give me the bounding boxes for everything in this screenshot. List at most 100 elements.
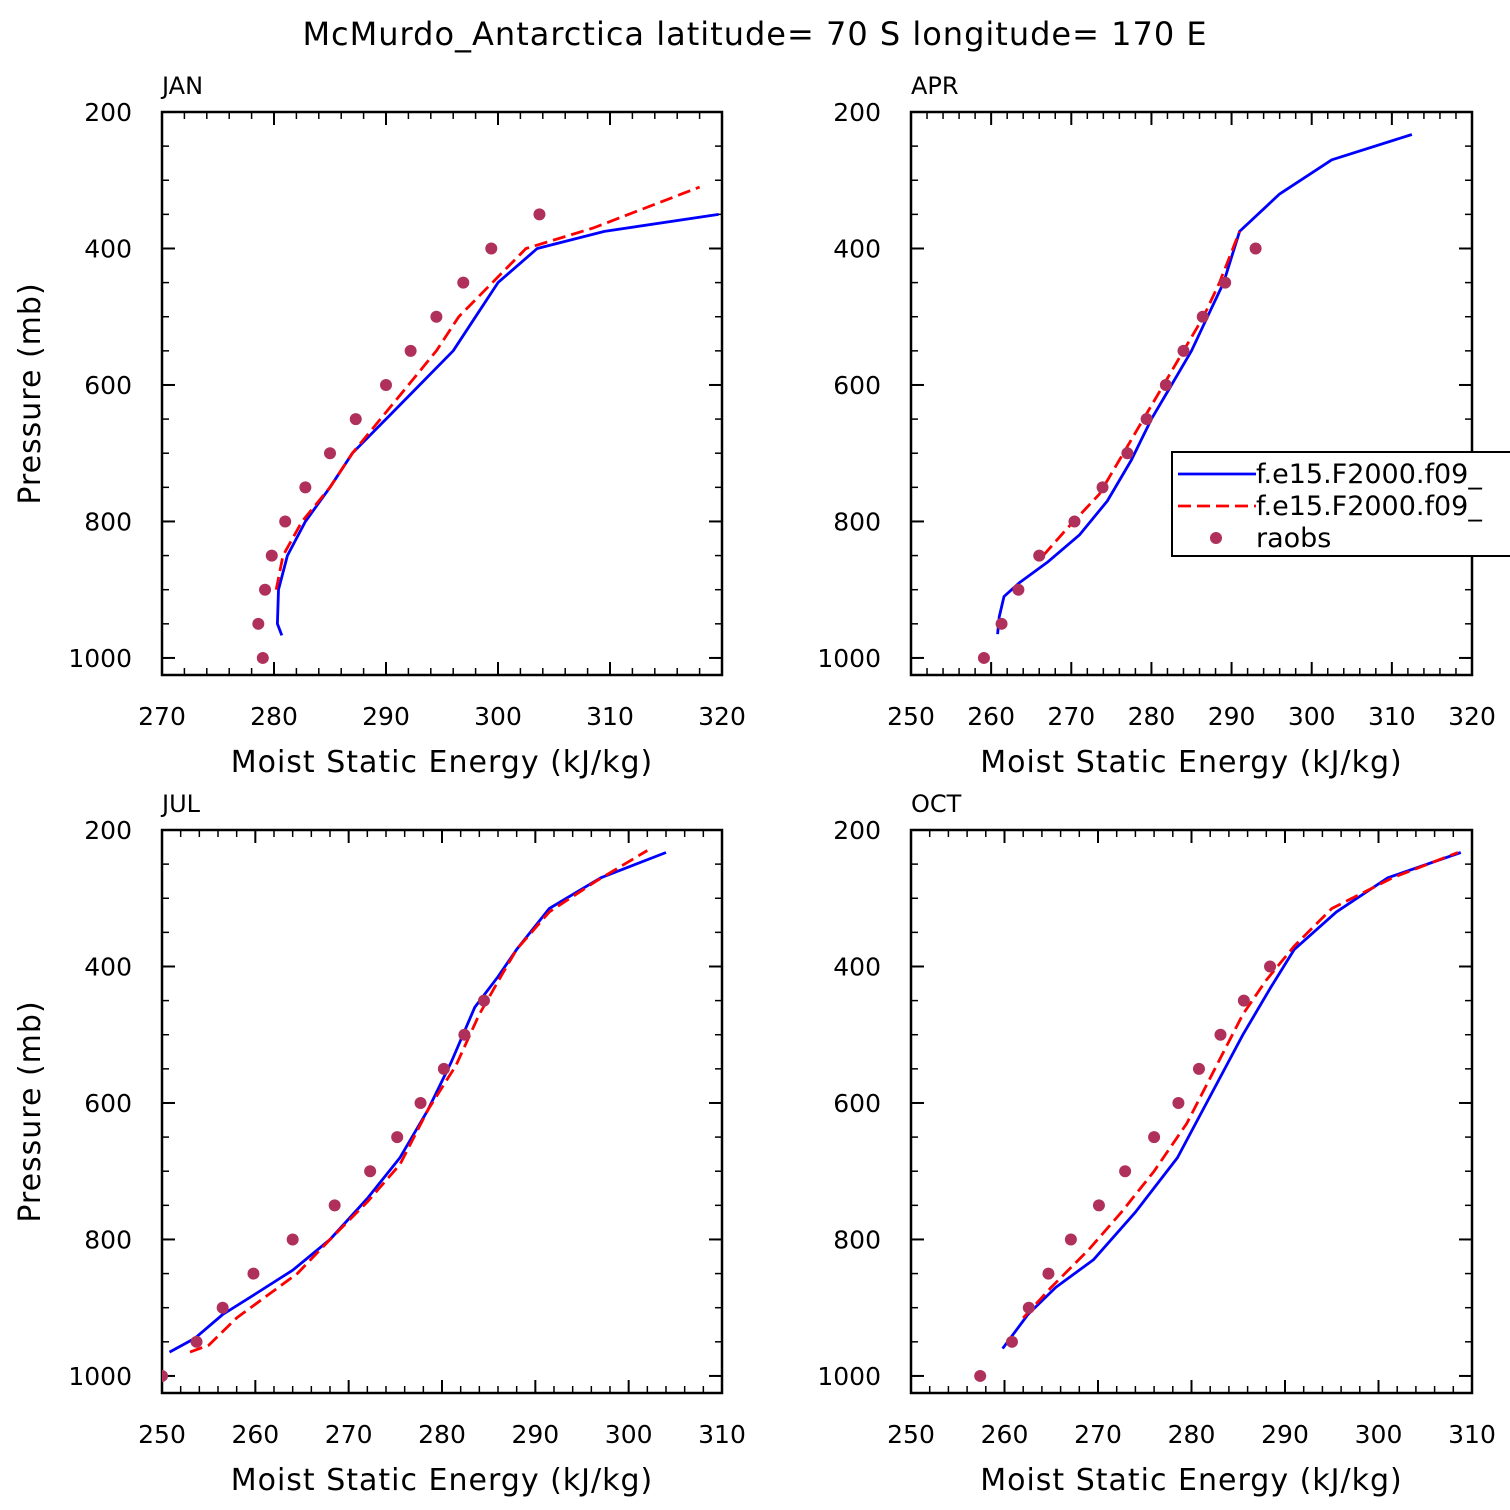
raobs-point <box>485 242 498 255</box>
x-tick-label: 300 <box>1288 702 1336 731</box>
raobs-point <box>1172 1096 1185 1109</box>
raobs-point <box>324 447 336 460</box>
y-axis-label: Pressure (mb) <box>13 282 48 504</box>
panel-title: APR <box>911 72 959 100</box>
solid-model-line <box>996 133 1413 635</box>
x-tick-label: 310 <box>1448 1420 1496 1449</box>
y-tick-label: 400 <box>84 234 132 263</box>
raobs-point <box>286 1233 299 1246</box>
raobs-point <box>1096 481 1109 494</box>
dashed-model-line <box>1022 851 1459 1319</box>
y-tick-label: 200 <box>833 816 881 845</box>
x-tick-label: 280 <box>250 702 298 731</box>
plot-frame <box>909 110 1474 677</box>
x-tick-label: 260 <box>231 1420 279 1449</box>
raobs-point <box>977 651 990 664</box>
raobs-point <box>1264 960 1277 973</box>
plot-frame <box>160 828 724 1395</box>
raobs-point <box>1042 1267 1055 1280</box>
x-tick-label: 280 <box>1128 702 1176 731</box>
dashed-model-line <box>189 849 649 1354</box>
raobs-point <box>265 549 278 562</box>
raobs-point <box>1121 447 1134 460</box>
x-tick-label: 270 <box>138 702 186 731</box>
y-axis-label: Pressure (mb) <box>13 1000 48 1222</box>
panel-oct: OCT 250 260 270 280 290 300 310 200 400 600 800 1000… <box>817 790 1495 1498</box>
raobs-point <box>1068 515 1081 528</box>
raobs-point <box>457 276 470 289</box>
figure-title: McMurdo_Antarctica latitude= 70 S longit… <box>302 15 1207 53</box>
x-tick-label: 300 <box>605 1420 653 1449</box>
y-tick-label: 1000 <box>68 1362 132 1391</box>
legend: f.e15.F2000.f09_f.e15.F2000.f09_raobs <box>1171 451 1510 557</box>
raobs-point <box>404 344 417 357</box>
raobs-point <box>364 1165 377 1178</box>
raobs-point <box>1119 1165 1132 1178</box>
y-tick-label: 800 <box>833 1225 881 1254</box>
x-tick-label: 280 <box>1168 1420 1216 1449</box>
dashed-model-line <box>1042 230 1241 557</box>
raobs-point <box>391 1131 404 1144</box>
y-tick-label: 400 <box>833 234 881 263</box>
x-tick-label: 280 <box>418 1420 466 1449</box>
y-tick-label: 200 <box>84 816 132 845</box>
y-tick-label: 600 <box>84 371 132 400</box>
raobs-point <box>533 208 546 221</box>
panel-jan: JAN 270 280 290 300 310 320 200 400 600 800 1000 Moi… <box>13 72 746 780</box>
x-tick-label: 250 <box>887 702 935 731</box>
raobs-point <box>299 481 312 494</box>
y-tick-label: 400 <box>833 952 881 981</box>
x-tick-label: 290 <box>1208 702 1256 731</box>
raobs-point <box>256 651 269 664</box>
plot-frame <box>160 110 724 677</box>
raobs-point <box>458 1028 471 1041</box>
plot-area <box>162 849 667 1382</box>
raobs-point <box>1012 583 1025 596</box>
panel-title: JUL <box>160 790 201 818</box>
raobs-point <box>259 583 272 596</box>
raobs-point <box>414 1096 427 1109</box>
raobs-point <box>437 1062 450 1075</box>
x-tick-label: 300 <box>474 702 522 731</box>
raobs-point <box>974 1369 987 1382</box>
y-tick-label: 1000 <box>68 644 132 673</box>
dashed-model-line <box>274 185 701 590</box>
x-axis-label: Moist Static Energy (kJ/kg) <box>231 1463 654 1498</box>
raobs-point <box>1177 344 1190 357</box>
panel-title: OCT <box>911 790 962 818</box>
legend-box <box>1171 451 1510 557</box>
x-tick-label: 290 <box>1261 1420 1309 1449</box>
raobs-point <box>1140 413 1153 426</box>
x-tick-label: 260 <box>981 1420 1029 1449</box>
raobs-point <box>1249 242 1262 255</box>
legend-label: f.e15.F2000.f09_ <box>1256 459 1482 490</box>
raobs-point <box>478 994 490 1007</box>
raobs-point <box>1214 1028 1227 1041</box>
legend-label: f.e15.F2000.f09_ <box>1256 491 1482 522</box>
raobs-point <box>430 310 443 323</box>
raobs-point <box>1022 1301 1035 1314</box>
x-tick-label: 290 <box>362 702 410 731</box>
plot-area <box>977 133 1413 664</box>
x-tick-label: 260 <box>967 702 1015 731</box>
x-tick-label: 270 <box>1047 702 1095 731</box>
solid-model-line <box>275 213 719 636</box>
x-tick-label: 310 <box>1368 702 1416 731</box>
y-tick-label: 600 <box>833 1089 881 1118</box>
y-tick-label: 1000 <box>817 1362 881 1391</box>
x-axis-label: Moist Static Energy (kJ/kg) <box>980 745 1403 780</box>
x-tick-label: 300 <box>1355 1420 1403 1449</box>
y-tick-label: 800 <box>84 1225 132 1254</box>
panel-jul: JUL 250 260 270 280 290 300 310 200 400 600 800 1000… <box>13 790 746 1498</box>
raobs-point <box>349 413 362 426</box>
y-tick-label: 400 <box>84 952 132 981</box>
x-axis-label: Moist Static Energy (kJ/kg) <box>980 1463 1403 1498</box>
raobs-point <box>1033 549 1046 562</box>
raobs-point <box>995 617 1008 630</box>
plot-area <box>974 851 1462 1382</box>
raobs-point <box>1005 1335 1018 1348</box>
x-tick-label: 290 <box>511 1420 559 1449</box>
panel-title: JAN <box>160 72 203 100</box>
raobs-point <box>162 1369 168 1382</box>
x-tick-label: 250 <box>138 1420 186 1449</box>
